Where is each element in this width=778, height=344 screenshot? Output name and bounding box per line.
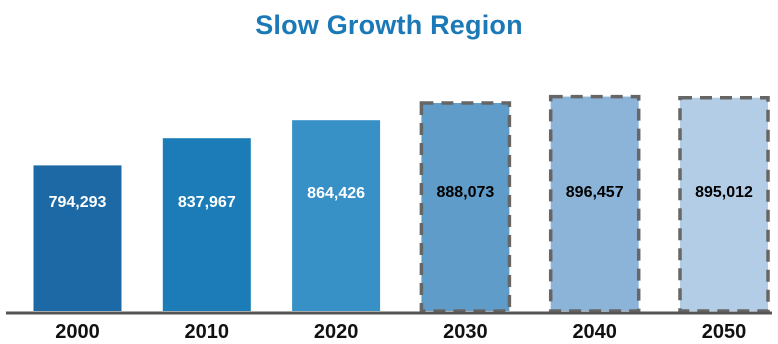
x-tick-2010: 2010 [185, 321, 230, 343]
x-tick-2000: 2000 [55, 321, 100, 343]
x-tick-2020: 2020 [314, 321, 359, 343]
x-tick-2030: 2030 [443, 321, 488, 343]
bar-2010 [162, 138, 251, 311]
data-label-2020: 864,426 [307, 185, 365, 202]
bar-2030 [419, 101, 512, 313]
x-tick-2050: 2050 [702, 321, 747, 343]
data-label-2000: 794,293 [49, 194, 107, 211]
data-label-2050: 895,012 [695, 184, 753, 201]
data-label-2040: 896,457 [566, 184, 624, 201]
x-tick-2040: 2040 [572, 321, 617, 343]
data-label-2010: 837,967 [178, 194, 236, 211]
bar-2040 [548, 94, 641, 313]
x-tick-labels: 2000 2010 2020 2030 2040 2050 [55, 321, 746, 343]
bars-group: 794,293 837,967 864,426 888,073 896,457 895,0… [33, 94, 770, 313]
bar-2050 [678, 95, 770, 313]
bar-2020 [292, 120, 381, 311]
chart-title: Slow Growth Region [255, 10, 523, 40]
bar-2000 [33, 165, 122, 311]
data-label-2030: 888,073 [436, 184, 494, 201]
